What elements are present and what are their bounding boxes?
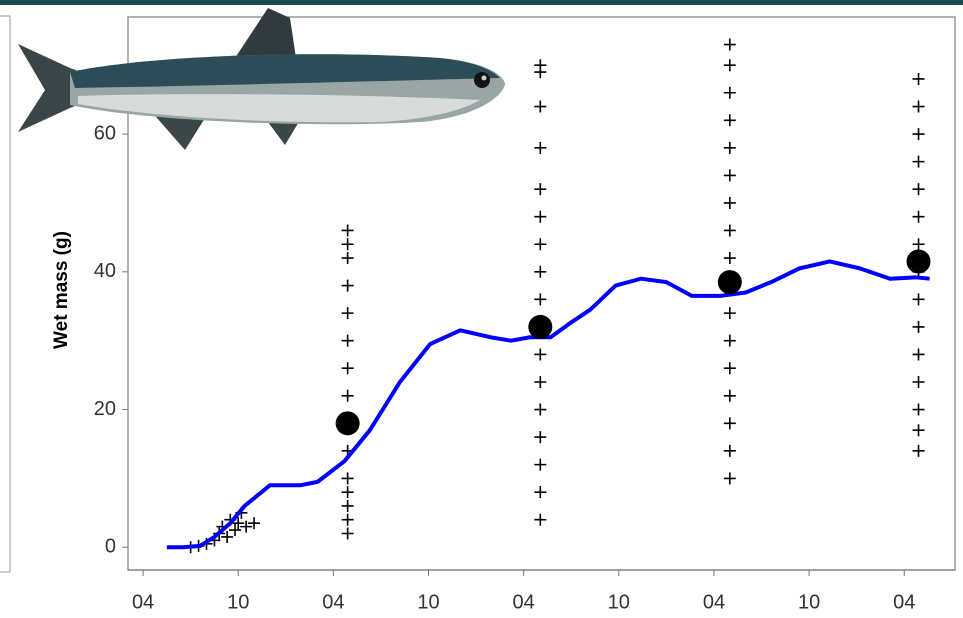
data-cross [342, 486, 354, 498]
x-tick-label: 04 [893, 591, 915, 613]
data-cross [724, 417, 736, 429]
x-tick-label: 04 [513, 591, 535, 613]
data-cross [724, 59, 736, 71]
mean-point [336, 411, 360, 435]
data-cross [913, 293, 925, 305]
data-cross [913, 348, 925, 360]
data-cross [913, 211, 925, 223]
data-cross [724, 224, 736, 236]
data-cross [342, 307, 354, 319]
data-cross [342, 252, 354, 264]
mean-point [907, 249, 931, 273]
data-cross [534, 348, 546, 360]
data-cross [534, 431, 546, 443]
data-cross [534, 376, 546, 388]
data-cross [342, 335, 354, 347]
data-cross [534, 486, 546, 498]
data-cross [913, 183, 925, 195]
x-tick-label: 10 [798, 591, 820, 613]
side-panel [0, 16, 10, 572]
data-cross [534, 238, 546, 250]
data-cross [534, 101, 546, 113]
data-cross [534, 514, 546, 526]
data-cross [342, 472, 354, 484]
data-cross [724, 390, 736, 402]
data-cross [913, 321, 925, 333]
data-cross [913, 73, 925, 85]
data-cross [913, 128, 925, 140]
data-cross [534, 293, 546, 305]
data-cross [724, 197, 736, 209]
x-tick-label: 04 [132, 591, 154, 613]
data-cross [342, 224, 354, 236]
fish-image [18, 8, 505, 150]
data-cross [724, 142, 736, 154]
data-cross [342, 280, 354, 292]
data-cross [913, 445, 925, 457]
data-cross [534, 266, 546, 278]
x-tick-label: 04 [703, 591, 725, 613]
data-cross [342, 390, 354, 402]
data-cross [913, 156, 925, 168]
x-tick-label: 04 [322, 591, 344, 613]
data-cross [724, 307, 736, 319]
data-cross [724, 445, 736, 457]
data-cross [724, 114, 736, 126]
data-cross [342, 238, 354, 250]
data-cross [724, 362, 736, 374]
y-axis-label: Wet mass (g) [51, 231, 72, 349]
y-tick-label: 60 [94, 122, 116, 144]
data-cross [534, 459, 546, 471]
data-cross [913, 424, 925, 436]
data-cross [342, 362, 354, 374]
data-cross [724, 39, 736, 51]
data-cross [724, 87, 736, 99]
data-cross [913, 404, 925, 416]
data-cross [534, 142, 546, 154]
mean-point [528, 315, 552, 339]
data-cross [229, 524, 241, 536]
top-bar [0, 0, 963, 5]
data-cross [724, 335, 736, 347]
data-cross [534, 183, 546, 195]
data-cross [534, 211, 546, 223]
data-cross [342, 514, 354, 526]
x-tick-label: 10 [227, 591, 249, 613]
data-cross [913, 238, 925, 250]
mean-point [718, 270, 742, 294]
data-cross [534, 59, 546, 71]
data-cross [342, 500, 354, 512]
chart: Wet mass (g) 0 20 40 60 04 10 04 10 04 10 04 10 04 [0, 0, 963, 618]
y-tick-label: 40 [94, 260, 116, 282]
y-tick-label: 0 [105, 536, 116, 558]
data-cross [913, 101, 925, 113]
data-cross [724, 472, 736, 484]
data-cross [534, 404, 546, 416]
x-tick-label: 10 [608, 591, 630, 613]
data-cross [913, 376, 925, 388]
data-cross [724, 169, 736, 181]
x-tick-label: 10 [417, 591, 439, 613]
data-cross [724, 252, 736, 264]
data-cross [342, 528, 354, 540]
y-tick-label: 20 [94, 398, 116, 420]
trend-line [167, 261, 930, 547]
